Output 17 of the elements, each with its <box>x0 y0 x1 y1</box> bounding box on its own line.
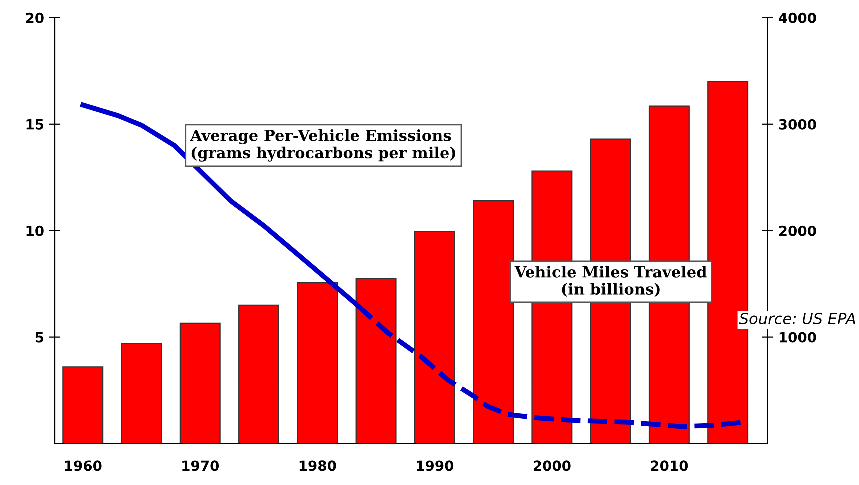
annotation: Source: US EPA <box>739 312 856 325</box>
y2-tick-label: 1000 <box>780 332 816 343</box>
x-tick-label: 1990 <box>417 460 454 472</box>
y-tick-label: 5 <box>36 332 44 343</box>
y-tick-label: 10 <box>26 226 44 236</box>
x-tick-label: 1960 <box>65 460 102 472</box>
x-tick-label: 1980 <box>300 460 336 472</box>
y2-tick-label: 3000 <box>779 119 816 130</box>
y-tick-label: 15 <box>26 120 44 130</box>
y2-tick-label: 4000 <box>778 12 816 24</box>
y2-tick-label: 2000 <box>779 226 816 236</box>
x-tick-label: 2000 <box>534 460 571 472</box>
x-tick-label: 2010 <box>651 460 688 472</box>
annotation: Vehicle Miles Traveled (in billions) <box>514 266 707 298</box>
y-tick-label: 20 <box>26 12 44 24</box>
x-tick-label: 1970 <box>182 460 220 472</box>
annotation: Average Per-Vehicle Emissions (grams hydrocarbons per mile) <box>190 130 456 162</box>
